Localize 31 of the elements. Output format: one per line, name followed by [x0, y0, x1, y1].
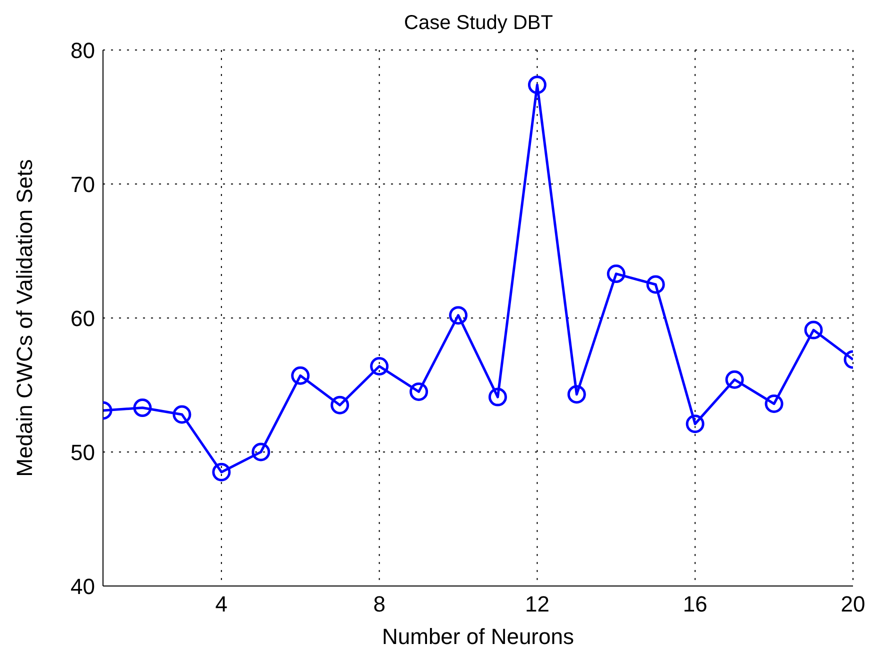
point [528, 76, 546, 94]
chart-title: Case Study DBT [403, 12, 554, 35]
point [449, 306, 468, 325]
y-tick-label: 70 [70, 172, 95, 197]
x-tick-label: 12 [524, 592, 550, 617]
point [330, 396, 350, 414]
y-tick-label: 80 [70, 38, 95, 63]
point [252, 442, 270, 462]
x-tick-label: 20 [840, 592, 866, 617]
x-tick-label: 16 [682, 592, 708, 617]
point [686, 414, 704, 434]
point [567, 385, 586, 404]
x-tick-label: 4 [215, 592, 228, 617]
point [370, 356, 389, 376]
point [725, 370, 744, 389]
point [804, 320, 823, 340]
point [764, 394, 784, 414]
point [410, 382, 428, 401]
point [606, 264, 626, 284]
point [291, 366, 310, 385]
y-tick-label: 50 [70, 440, 95, 465]
point [172, 405, 192, 424]
point [646, 275, 665, 294]
x-axis-title: Number of Neurons [382, 624, 574, 649]
y-axis-title: Medain CWCs of Validation Sets [12, 159, 37, 477]
point [212, 462, 231, 482]
point [488, 388, 507, 406]
x-tick-label: 8 [373, 592, 386, 617]
y-tick-label: 60 [70, 306, 95, 331]
y-tick-label: 40 [70, 574, 95, 599]
point [133, 398, 152, 418]
